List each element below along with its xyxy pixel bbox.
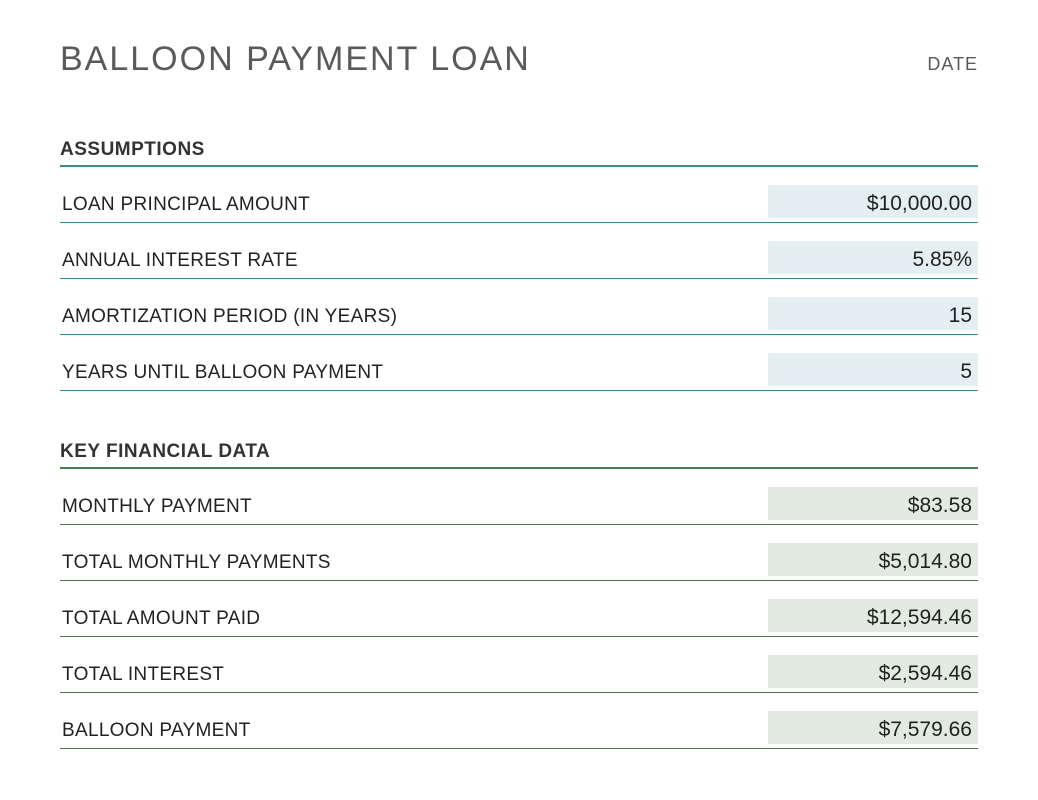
assumptions-section: ASSUMPTIONS LOAN PRINCIPAL AMOUNT $10,00…: [60, 139, 978, 391]
table-row: MONTHLY PAYMENT $83.58: [60, 469, 978, 525]
row-label: TOTAL INTEREST: [60, 664, 224, 688]
row-value: $10,000.00: [768, 185, 978, 218]
table-row: ANNUAL INTEREST RATE 5.85%: [60, 223, 978, 279]
table-row: TOTAL INTEREST $2,594.46: [60, 637, 978, 693]
date-label: DATE: [927, 54, 978, 75]
row-label: TOTAL AMOUNT PAID: [60, 608, 260, 632]
page-title: BALLOON PAYMENT LOAN: [60, 40, 531, 79]
row-label: YEARS UNTIL BALLOON PAYMENT: [60, 362, 383, 386]
row-label: LOAN PRINCIPAL AMOUNT: [60, 194, 310, 218]
table-row: AMORTIZATION PERIOD (IN YEARS) 15: [60, 279, 978, 335]
row-value: $12,594.46: [768, 599, 978, 632]
row-value: $5,014.80: [768, 543, 978, 576]
row-label: MONTHLY PAYMENT: [60, 496, 252, 520]
row-label: BALLOON PAYMENT: [60, 720, 251, 744]
row-value: $7,579.66: [768, 711, 978, 744]
row-value: $83.58: [768, 487, 978, 520]
keydata-heading: KEY FINANCIAL DATA: [60, 441, 978, 469]
row-value: 5.85%: [768, 241, 978, 274]
header: BALLOON PAYMENT LOAN DATE: [60, 40, 978, 79]
row-label: ANNUAL INTEREST RATE: [60, 250, 298, 274]
table-row: TOTAL AMOUNT PAID $12,594.46: [60, 581, 978, 637]
table-row: YEARS UNTIL BALLOON PAYMENT 5: [60, 335, 978, 391]
row-value: 15: [768, 297, 978, 330]
row-label: TOTAL MONTHLY PAYMENTS: [60, 552, 331, 576]
keydata-section: KEY FINANCIAL DATA MONTHLY PAYMENT $83.5…: [60, 441, 978, 749]
row-label: AMORTIZATION PERIOD (IN YEARS): [60, 306, 397, 330]
table-row: BALLOON PAYMENT $7,579.66: [60, 693, 978, 749]
table-row: LOAN PRINCIPAL AMOUNT $10,000.00: [60, 167, 978, 223]
row-value: 5: [768, 353, 978, 386]
table-row: TOTAL MONTHLY PAYMENTS $5,014.80: [60, 525, 978, 581]
row-value: $2,594.46: [768, 655, 978, 688]
assumptions-heading: ASSUMPTIONS: [60, 139, 978, 167]
